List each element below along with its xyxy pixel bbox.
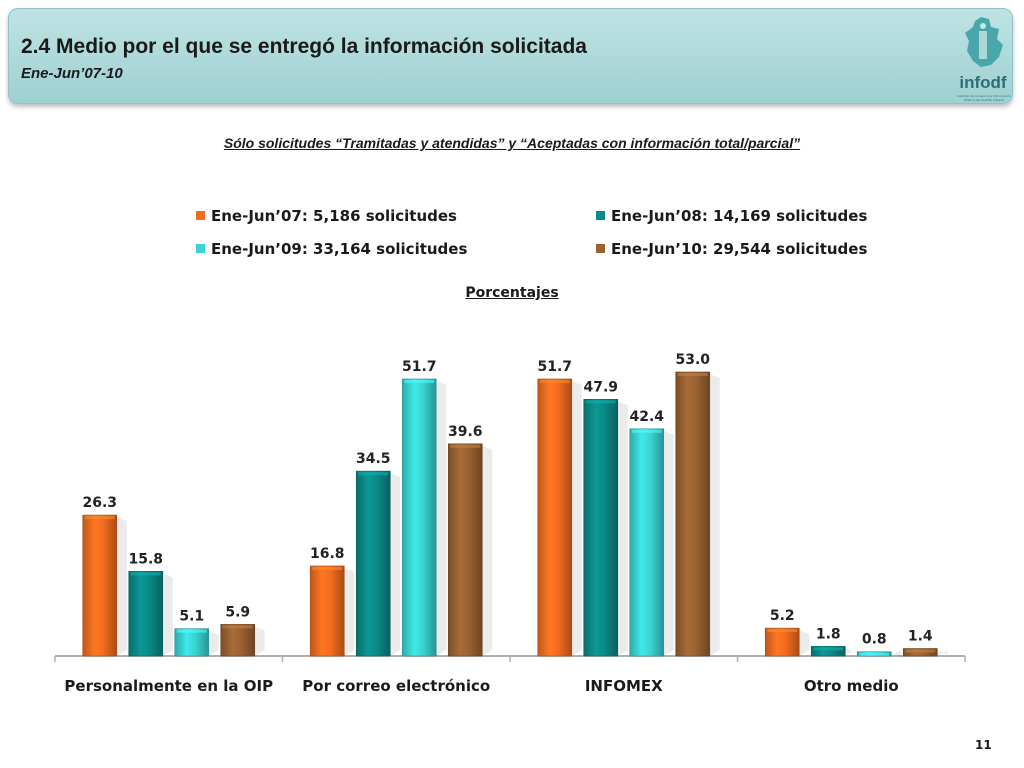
bar-bevel	[450, 444, 481, 448]
bar	[220, 624, 256, 657]
bar	[309, 565, 345, 657]
map-icon	[965, 17, 1003, 67]
bar-shadow	[799, 630, 810, 656]
category-label: Otro medio	[804, 677, 899, 695]
bar-value-label: 51.7	[402, 359, 437, 375]
bar-shadow	[162, 573, 173, 656]
bar-bevel	[358, 472, 389, 476]
bar-value-label: 39.6	[448, 424, 483, 440]
bar-bevel	[539, 379, 570, 383]
bar-value-label: 0.8	[862, 632, 887, 648]
legend-swatch-2007	[196, 211, 205, 220]
bar-shadow	[116, 517, 127, 656]
bar-bevel	[84, 516, 115, 520]
bar-bevel	[677, 373, 708, 376]
bar-shadow	[254, 626, 265, 656]
bar-bevel	[813, 647, 844, 651]
unit-label: Porcentajes	[465, 285, 559, 301]
legend-item-2010: Ene-Jun’10: 29,544 solicitudes	[596, 240, 867, 258]
bar-value-label: 1.8	[816, 626, 841, 642]
legend-label-2010: Ene-Jun’10: 29,544 solicitudes	[611, 240, 868, 258]
bar-shadow	[482, 445, 493, 656]
title-banner: 2.4 Medio por el que se entregó la infor…	[8, 8, 1013, 104]
bar-shadow	[891, 650, 902, 658]
page-title: 2.4 Medio por el que se entregó la infor…	[21, 35, 587, 58]
legend-label-2007: Ene-Jun’07: 5,186 solicitudes	[211, 207, 457, 225]
bar-shadow	[617, 401, 628, 656]
bar-shadow	[937, 650, 948, 656]
legend-item-2008: Ene-Jun’08: 14,169 solicitudes	[596, 207, 867, 225]
bar-bevel	[859, 652, 890, 656]
bar-value-label: 16.8	[310, 546, 345, 562]
filter-note: Sólo solicitudes “Tramitadas y atendidas…	[223, 135, 801, 151]
bar	[355, 470, 391, 657]
legend-swatch-2010	[596, 244, 605, 253]
bar-bevel	[767, 629, 798, 633]
legend-swatch-2008	[596, 211, 605, 220]
bar-shadow	[436, 380, 447, 656]
bar-shadow	[208, 630, 219, 656]
bar	[675, 371, 711, 657]
bar-bevel	[130, 572, 161, 576]
bar-shadow	[571, 380, 582, 656]
legend-label-2008: Ene-Jun’08: 14,169 solicitudes	[611, 207, 868, 225]
legend-item-2007: Ene-Jun’07: 5,186 solicitudes	[196, 207, 457, 225]
bar	[629, 428, 665, 657]
infodf-logo: infodf Instituto de Acceso a la Informac…	[953, 13, 1015, 103]
category-label: INFOMEX	[585, 677, 663, 695]
bar-value-label: 1.4	[908, 628, 933, 644]
bar-value-label: 42.4	[629, 409, 664, 425]
bar-shadow	[344, 567, 355, 656]
bar	[583, 399, 619, 657]
bar-value-label: 51.7	[537, 359, 572, 375]
logo-caption: Instituto de Acceso a la Información Púb…	[957, 94, 1011, 102]
bar-shadow	[709, 374, 720, 656]
bar	[174, 628, 210, 657]
bar	[128, 571, 164, 657]
legend-label-2009: Ene-Jun’09: 33,164 solicitudes	[211, 240, 468, 258]
bar-value-label: 15.8	[128, 551, 163, 567]
bar-shadow	[845, 648, 856, 656]
bar-bevel	[585, 400, 616, 404]
category-label: Por correo electrónico	[302, 677, 490, 695]
bar-value-label: 47.9	[583, 379, 618, 395]
bar	[810, 646, 846, 657]
bar	[764, 627, 800, 657]
bar-bevel	[631, 429, 662, 433]
bar-bevel	[312, 566, 343, 570]
bar-shadow	[390, 473, 401, 656]
bar	[447, 443, 483, 657]
bar-value-label: 5.1	[179, 609, 204, 625]
bar-bevel	[404, 379, 435, 383]
bar-bevel	[905, 649, 936, 653]
page-subtitle: Ene-Jun’07-10	[21, 65, 123, 82]
bar-value-label: 5.2	[770, 608, 795, 624]
bar-bevel	[176, 629, 207, 633]
bar	[537, 378, 573, 657]
bar	[82, 514, 118, 657]
bar-value-label: 34.5	[356, 451, 391, 467]
category-label: Personalmente en la OIP	[64, 677, 273, 695]
legend-swatch-2009	[196, 244, 205, 253]
bar-value-label: 5.9	[225, 604, 250, 620]
bar	[401, 378, 437, 657]
logo-wordmark: infodf	[959, 73, 1007, 92]
page-number: 11	[975, 738, 992, 752]
bar-value-label: 53.0	[675, 352, 710, 368]
bar-shadow	[663, 430, 674, 656]
bar-value-label: 26.3	[82, 495, 117, 511]
legend-item-2009: Ene-Jun’09: 33,164 solicitudes	[196, 240, 467, 258]
bar-bevel	[222, 625, 253, 629]
